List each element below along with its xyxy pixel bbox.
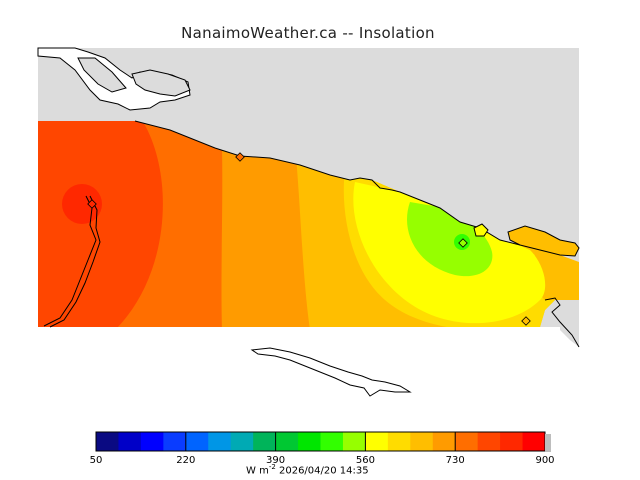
- colorbar-tick-label: 50: [89, 455, 103, 466]
- colorbar-swatch: [253, 432, 277, 451]
- lake-east: [131, 69, 191, 97]
- colorbar-tick-label: 390: [266, 455, 286, 466]
- colorbar-swatch: [387, 432, 411, 451]
- colorbar-swatch: [140, 432, 164, 451]
- band-red-orange: [38, 121, 163, 327]
- timestamp: 2026/04/20 14:35: [278, 465, 369, 477]
- colorbar-swatch: [275, 432, 299, 451]
- band-red-core: [62, 184, 102, 224]
- colorbar-tick-label: 900: [535, 455, 555, 466]
- colorbar-swatch: [185, 432, 209, 451]
- station-marker[interactable]: [521, 316, 531, 326]
- units-exponent: -2: [268, 463, 276, 471]
- station-marker[interactable]: [87, 199, 97, 209]
- map-title: NanaimoWeather.ca -- Insolation: [181, 24, 435, 42]
- colorbar-swatch: [410, 432, 434, 451]
- colorbar-swatch: [432, 432, 456, 451]
- colorbar: [96, 432, 546, 451]
- colorbar-swatch: [455, 432, 479, 451]
- band-green: [407, 202, 493, 277]
- station-marker[interactable]: [458, 238, 468, 248]
- colorbar-tick-label: 560: [355, 455, 375, 466]
- colorbar-shadow: [545, 434, 551, 452]
- lake-island: [77, 57, 127, 93]
- units-base: W m: [246, 465, 269, 477]
- river-west: [43, 195, 97, 327]
- colorbar-swatch: [208, 432, 232, 451]
- colorbar-swatch: [118, 432, 142, 451]
- colorbar-swatch: [342, 432, 366, 451]
- river-west-bank: [49, 195, 101, 328]
- colorbar-swatch: [320, 432, 344, 451]
- colorbar-tick-label: 730: [445, 455, 465, 466]
- coastline-south: [134, 120, 521, 246]
- colorbar-swatch: [477, 432, 501, 451]
- colorbar-swatch: [230, 432, 254, 451]
- colorbar-swatch: [96, 432, 119, 451]
- colorbar-swatch: [298, 432, 321, 451]
- units-label: W m-2 2026/04/20 14:35: [246, 463, 369, 476]
- colorbar-ticks: [185, 432, 456, 451]
- colorbar-tick-label: 220: [176, 455, 196, 466]
- coastline-east: [544, 297, 580, 348]
- colorbar-swatch: [163, 432, 187, 451]
- island-south: [250, 347, 412, 397]
- station-marker[interactable]: [235, 152, 245, 162]
- colorbar-swatch: [500, 432, 524, 451]
- island-small: [473, 223, 489, 237]
- peninsula-east: [507, 225, 580, 257]
- colorbar-swatch: [522, 432, 546, 451]
- colorbar-swatch: [365, 432, 389, 451]
